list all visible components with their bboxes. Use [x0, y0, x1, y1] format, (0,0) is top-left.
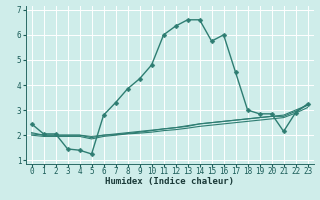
X-axis label: Humidex (Indice chaleur): Humidex (Indice chaleur): [105, 177, 234, 186]
